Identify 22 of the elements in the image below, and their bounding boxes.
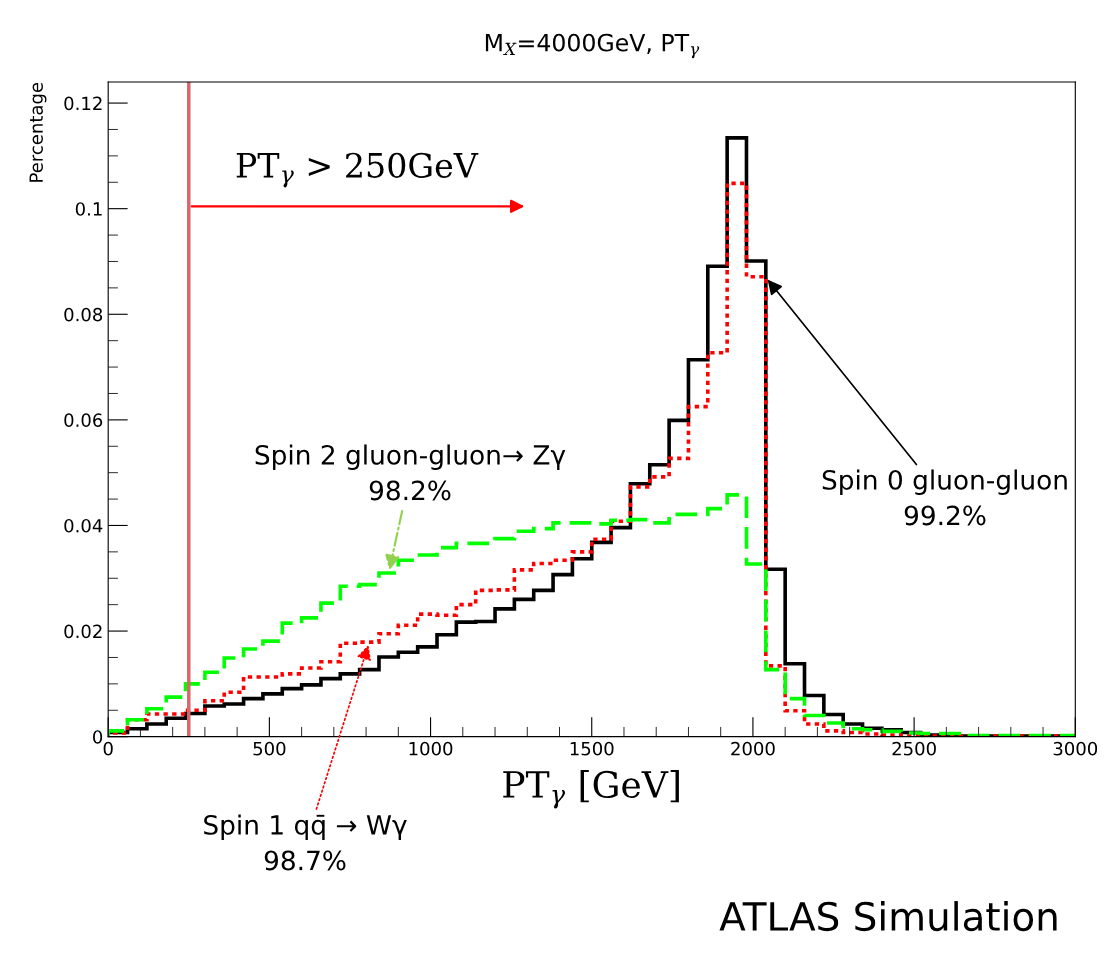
x-tick-label: 1500: [570, 741, 614, 756]
annotation: Spin 0 gluon-gluon 99.2%: [822, 469, 1067, 526]
x-tick-label: 2500: [892, 741, 936, 756]
y-tick-label: 0.02: [64, 624, 102, 639]
x-tick-label: 500: [253, 741, 286, 756]
x-tick-label: 2000: [731, 741, 775, 756]
x-axis-title: PT$_{γ}$ [GeV]: [503, 770, 679, 809]
y-tick-label: 0.1: [75, 202, 102, 216]
annotation: Spin 2 gluon-gluon→ Zγ 98.2%: [255, 444, 566, 501]
x-tick-label: 0: [103, 741, 113, 756]
y-tick-label: 0.12: [64, 96, 102, 111]
y-tick-label: 0.04: [64, 518, 103, 533]
annotation: Spin 1 qq̄ → Wγ 98.7%: [204, 814, 407, 871]
text: ATLAS Simulation: [719, 901, 1057, 932]
chart-title: M$_{X}$=4000GeV, PT$_{γ}$: [485, 33, 700, 59]
y-tick-label: 0.08: [64, 307, 103, 322]
ref-line-label: PT$_{γ}$ > 250GeV: [236, 152, 479, 188]
y-tick-label: 0.06: [64, 413, 103, 427]
y-tick-label: 0: [93, 730, 103, 744]
y-axis-title: Percentage: [29, 82, 47, 182]
x-tick-label: 3000: [1053, 741, 1098, 756]
x-tick-label: 1000: [409, 741, 453, 756]
